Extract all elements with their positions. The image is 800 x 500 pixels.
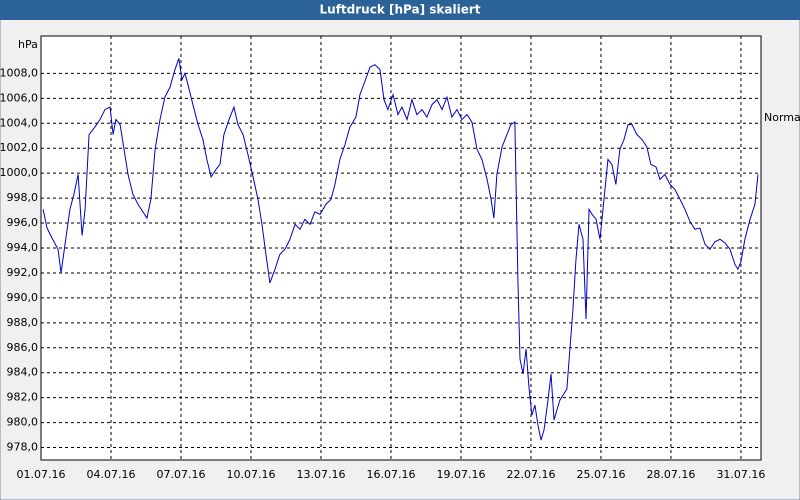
annotation: Normal: [764, 111, 800, 124]
y-tick-label: 988,0: [7, 316, 39, 329]
title-bar: [0, 0, 800, 20]
y-tick-label: 996,0: [7, 216, 39, 229]
chart-title: Luftdruck [hPa] skaliert: [320, 3, 481, 17]
y-tick-label: 1004,0: [0, 116, 38, 129]
x-tick-label: 01.07.16: [17, 468, 66, 481]
x-tick-label: 07.07.16: [156, 468, 205, 481]
x-tick-label: 16.07.16: [366, 468, 415, 481]
x-tick-label: 10.07.16: [226, 468, 275, 481]
x-tick-label: 13.07.16: [296, 468, 345, 481]
y-tick-label: 980,0: [7, 416, 39, 429]
y-tick-label: 998,0: [7, 191, 39, 204]
y-tick-label: 992,0: [7, 266, 39, 279]
x-tick-label: 22.07.16: [506, 468, 555, 481]
y-tick-label: 1002,0: [0, 141, 38, 154]
data-line: [42, 58, 759, 441]
x-tick-label: 28.07.16: [646, 468, 695, 481]
y-tick-label: 982,0: [7, 391, 39, 404]
x-tick-label: 04.07.16: [87, 468, 136, 481]
y-tick-label: 984,0: [7, 366, 39, 379]
y-tick-label: 1000,0: [0, 166, 38, 179]
y-tick-label: 1006,0: [0, 91, 38, 104]
x-tick-label: 31.07.16: [716, 468, 765, 481]
y-tick-label: 986,0: [7, 341, 39, 354]
y-tick-label: 1008,0: [0, 66, 38, 79]
x-tick-label: 25.07.16: [576, 468, 625, 481]
x-tick-label: 19.07.16: [436, 468, 485, 481]
y-tick-label: 978,0: [7, 441, 39, 454]
y-axis-label: hPa: [18, 38, 38, 51]
y-tick-label: 990,0: [7, 291, 39, 304]
y-tick-label: 994,0: [7, 241, 39, 254]
